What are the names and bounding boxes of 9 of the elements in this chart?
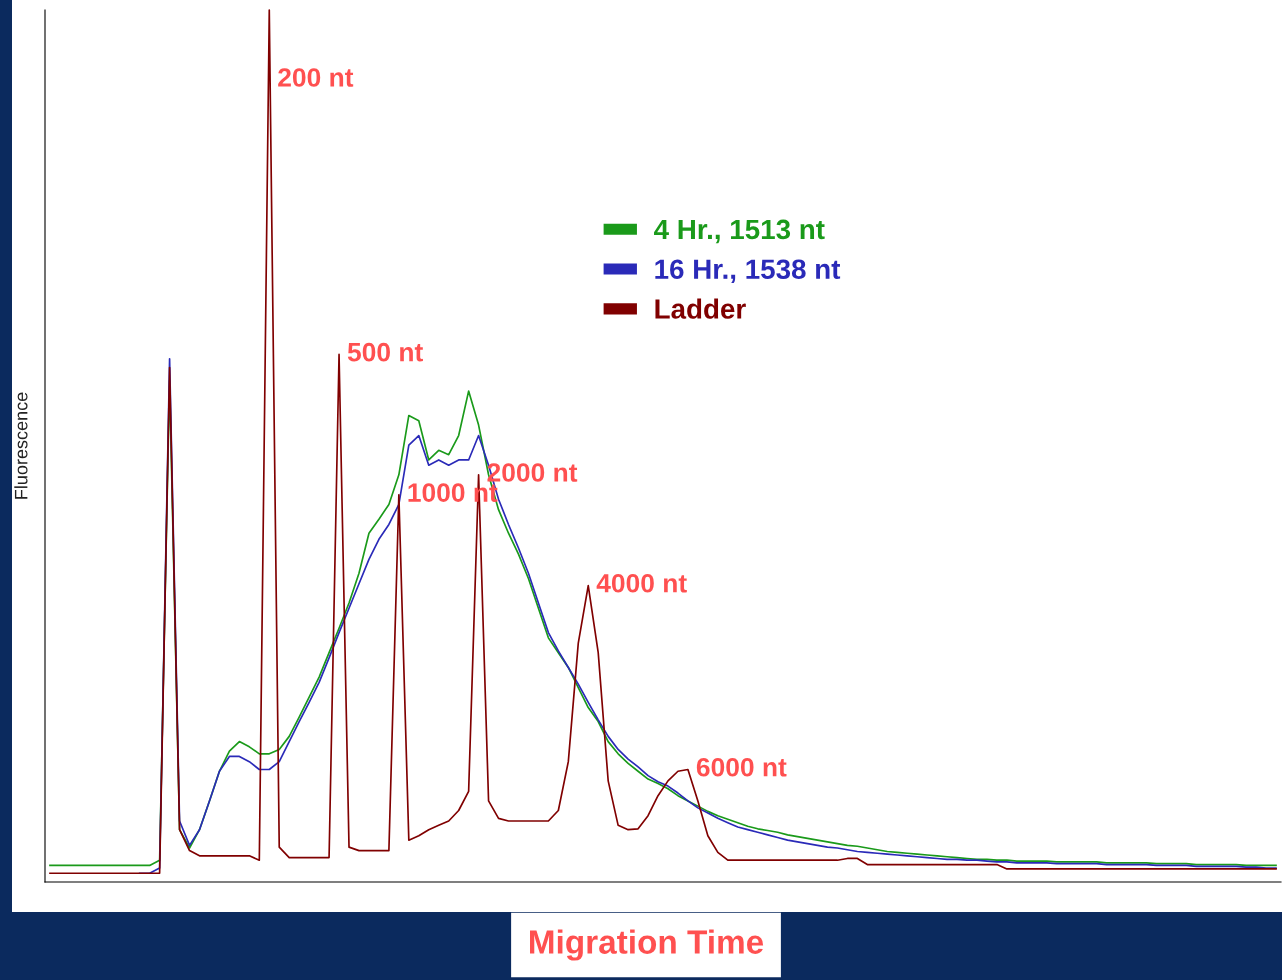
x-axis-title: Migration Time [530,929,764,961]
legend-label: 4 Hr., 1513 nt [654,219,825,244]
annotation: 500 nt [347,342,423,362]
legend-label: Ladder [655,298,746,319]
y-axis-title: Fluorescence [14,392,28,499]
annotation: 200 nt [278,68,354,87]
annotation: 4000 nt [596,573,687,593]
legend-label: 16 Hr., 1538 nt [655,259,841,284]
annotation: 6000 nt [696,757,787,777]
